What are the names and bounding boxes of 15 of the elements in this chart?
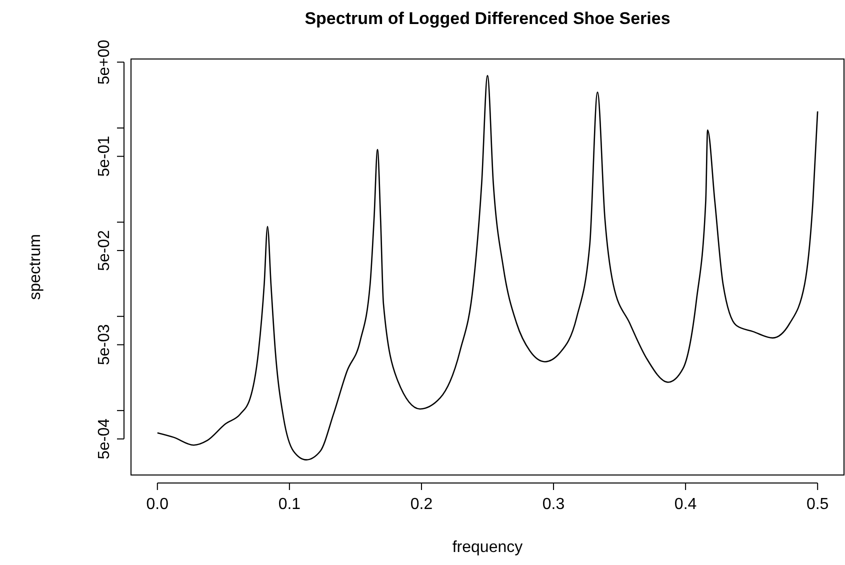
y-tick-label: 5e-01: [96, 136, 113, 177]
x-tick-label: 0.3: [542, 496, 565, 513]
x-tick-label: 0.0: [146, 496, 169, 513]
y-tick-label: 5e+00: [96, 40, 113, 85]
x-tick-label: 0.4: [674, 496, 697, 513]
y-axis-title: spectrum: [27, 234, 44, 300]
chart-title: Spectrum of Logged Differenced Shoe Series: [304, 9, 670, 28]
x-tick-label: 0.5: [806, 496, 829, 513]
line-series: [156, 74, 818, 460]
x-tick-label: 0.2: [410, 496, 433, 513]
y-tick-label: 5e-02: [96, 230, 113, 271]
y-tick-label: 5e-04: [96, 418, 113, 460]
y-tick-label: 5e-03: [96, 324, 113, 366]
x-axis-title: frequency: [452, 539, 523, 556]
x-tick-label: 0.1: [278, 496, 301, 513]
